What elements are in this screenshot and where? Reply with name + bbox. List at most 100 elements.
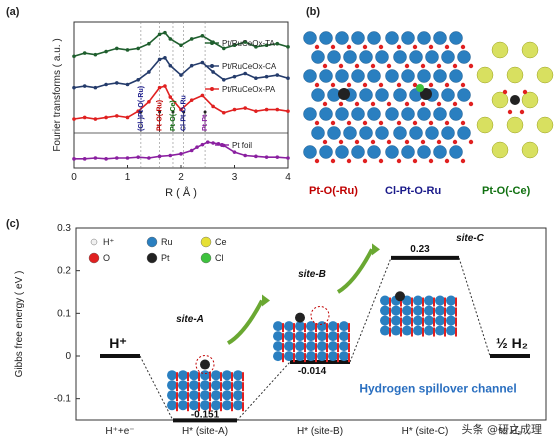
- o-atom: [378, 120, 384, 126]
- o-atom: [422, 327, 424, 337]
- o-atom: [220, 382, 222, 392]
- ru-atom: [273, 321, 283, 332]
- highlight-ring: [310, 305, 330, 325]
- o-atom: [346, 120, 352, 126]
- ru-atom: [200, 370, 210, 381]
- ru-atom: [328, 341, 338, 352]
- series-point: [168, 95, 173, 99]
- o-atom: [198, 372, 200, 382]
- o-atom: [282, 353, 284, 363]
- o-atom: [220, 392, 222, 402]
- series-point: [104, 49, 108, 54]
- o-atom: [396, 82, 402, 88]
- ru-atom: [303, 107, 317, 121]
- o-atom: [455, 317, 457, 327]
- ru-atom: [189, 370, 199, 381]
- o-atom: [444, 327, 446, 337]
- ce-atom: [521, 41, 539, 59]
- legend-marker: [210, 64, 214, 68]
- legend-symbol: [146, 236, 158, 248]
- ru-atom: [391, 305, 401, 316]
- ru-atom: [424, 325, 434, 336]
- o-atom: [452, 101, 458, 107]
- ce-atom: [491, 141, 509, 159]
- ru-atom: [335, 31, 349, 45]
- ru-atom: [222, 390, 232, 401]
- ru-atom: [375, 88, 389, 102]
- ru-atom: [417, 145, 431, 159]
- o-atom: [389, 297, 391, 307]
- o-atom: [386, 139, 392, 145]
- legend-symbol: [90, 238, 98, 246]
- o-atom: [304, 353, 306, 363]
- series-point: [82, 157, 87, 161]
- series-point: [254, 109, 258, 113]
- ru-atom: [367, 31, 381, 45]
- ru-atom: [441, 126, 455, 140]
- series-point: [200, 93, 205, 98]
- series-point: [136, 46, 140, 51]
- o-atom: [507, 109, 513, 115]
- o-atom: [242, 402, 244, 412]
- ru-atom: [167, 390, 177, 401]
- category-label: H* (site-B): [297, 426, 343, 437]
- series-point: [232, 107, 237, 112]
- series-point: [136, 155, 140, 159]
- series-point: [168, 63, 173, 68]
- o-atom: [420, 139, 426, 145]
- ru-atom: [200, 400, 210, 411]
- y-axis-label: Gibbs free energy ( eV ): [14, 271, 25, 378]
- ru-atom: [211, 380, 221, 391]
- series-point: [264, 43, 269, 48]
- structure-cl-pt-o-ru: [385, 31, 474, 164]
- series-line-1: [73, 56, 289, 89]
- series-point: [189, 37, 194, 41]
- o-atom: [396, 44, 402, 50]
- ru-atom: [367, 69, 381, 83]
- ru-atom: [409, 126, 423, 140]
- ru-atom: [189, 400, 199, 411]
- o-atom: [433, 327, 435, 337]
- panel-b-label: (b): [306, 6, 321, 18]
- o-atom: [348, 333, 350, 343]
- o-atom: [330, 44, 336, 50]
- ru-atom: [402, 315, 412, 326]
- o-atom: [326, 323, 328, 333]
- series-point: [189, 148, 194, 153]
- series-point: [72, 117, 76, 121]
- legend-symbol: [88, 252, 100, 264]
- legend-marker: [220, 143, 224, 147]
- o-atom: [187, 402, 189, 412]
- series-point: [254, 76, 258, 81]
- o-atom: [411, 327, 413, 337]
- ru-atom: [295, 341, 305, 352]
- ru-atom: [222, 400, 232, 411]
- series-point: [82, 115, 87, 120]
- ru-atom: [335, 145, 349, 159]
- ru-atom: [413, 295, 423, 306]
- series-point: [275, 41, 280, 46]
- ru-atom: [441, 88, 455, 102]
- series-point: [232, 150, 237, 154]
- o-atom: [412, 158, 418, 164]
- o-atom: [315, 323, 317, 333]
- pt-atom: [295, 312, 305, 323]
- category-label: ½ H₂: [499, 426, 521, 437]
- o-atom: [304, 333, 306, 343]
- ce-atom: [491, 41, 509, 59]
- ru-atom: [457, 88, 471, 102]
- marker-label: Pt-O(-Ce): [170, 100, 177, 131]
- ru-atom: [425, 50, 439, 64]
- ru-atom: [385, 145, 399, 159]
- o-atom: [346, 82, 352, 88]
- o-atom: [428, 120, 434, 126]
- o-atom: [400, 317, 402, 327]
- series-point: [157, 57, 162, 62]
- ru-atom: [385, 69, 399, 83]
- caption-pt-o-ce: Pt-O(-Ce): [482, 185, 531, 197]
- series-point: [125, 48, 130, 52]
- site-label: site-B: [298, 269, 326, 280]
- ru-atom: [284, 321, 294, 332]
- series-point: [157, 32, 162, 37]
- ce-atom: [536, 66, 554, 84]
